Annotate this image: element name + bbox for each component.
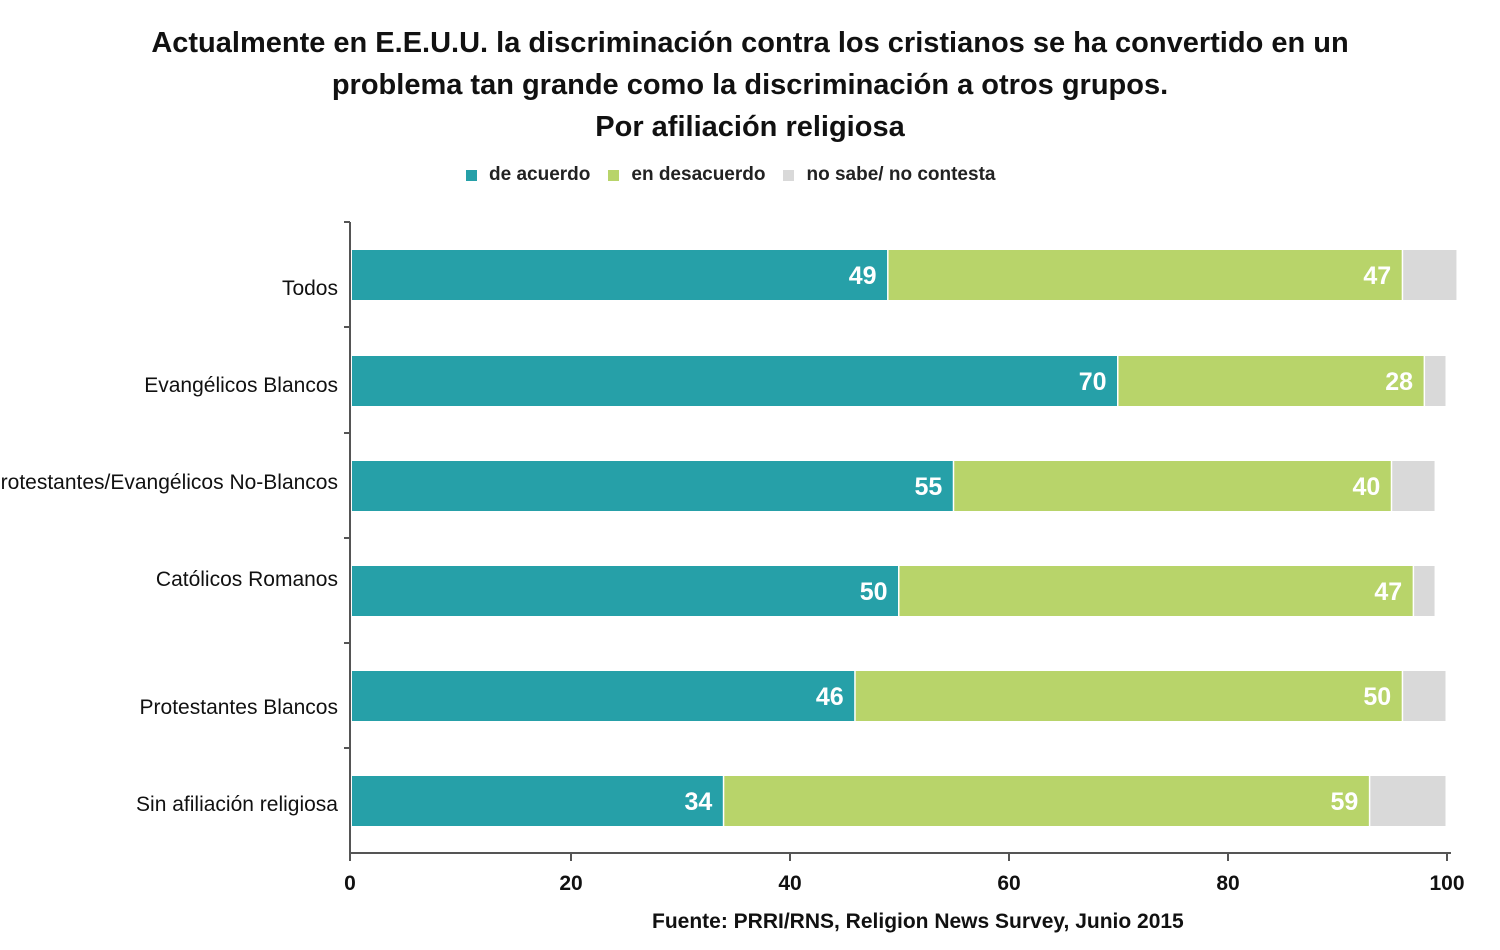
legend-item-disagree: en desacuerdo (608, 164, 765, 186)
title-line-2: problema tan grande como la discriminaci… (331, 69, 1169, 101)
bar-value-label: 49 (849, 262, 877, 290)
bar-agree (352, 461, 953, 511)
source-note: Fuente: PRRI/RNS, Religion News Survey, … (652, 910, 1184, 933)
x-tick-label: 80 (1216, 872, 1239, 895)
bar-value-label: 55 (914, 473, 942, 501)
legend-swatch-agree (466, 169, 477, 181)
legend-label-agree: de acuerdo (489, 164, 591, 185)
bar-dont-know (1403, 671, 1446, 721)
bar-disagree (724, 776, 1369, 826)
bar-dont-know (1370, 776, 1446, 826)
bar-value-label: 28 (1385, 368, 1413, 396)
x-tick-label: 0 (344, 872, 356, 895)
bar-value-label: 59 (1331, 788, 1359, 816)
x-tick-label: 100 (1429, 872, 1464, 895)
bar-disagree (1118, 356, 1424, 406)
bar-value-label: 47 (1363, 262, 1391, 290)
legend-label-disagree: en desacuerdo (631, 164, 766, 185)
bar-disagree (954, 461, 1391, 511)
legend-swatch-dont-know (783, 169, 795, 181)
bar-value-label: 34 (684, 788, 712, 816)
bar-agree (352, 671, 855, 721)
bar-agree (352, 250, 888, 300)
legend-item-dont-know: no sabe/ no contesta (783, 164, 995, 186)
category-label: Protestantes/Evangélicos No-Blancos (0, 471, 338, 494)
bar-agree (352, 776, 723, 826)
bar-chart: 0 20 40 60 80 100 49 47 Todos 70 28 Evangélicos Bla… (0, 221, 1465, 895)
bar-value-label: 50 (860, 578, 888, 606)
bar-dont-know (1414, 566, 1435, 616)
bar-agree (352, 566, 898, 616)
bar-value-label: 40 (1352, 473, 1380, 501)
chart-title: Actualmente en E.E.U.U. la discriminació… (0, 22, 1500, 148)
bar-value-label: 47 (1374, 578, 1402, 606)
x-tick-label: 60 (997, 872, 1020, 895)
category-label: Sin afiliación religiosa (136, 793, 338, 816)
bar-disagree (888, 250, 1402, 300)
bar-value-label: 50 (1363, 683, 1391, 711)
x-tick-label: 40 (778, 872, 801, 895)
legend: de acuerdo en desacuerdo no sabe/ no con… (466, 160, 1013, 190)
category-label: Católicos Romanos (156, 568, 338, 591)
category-label: Todos (282, 277, 338, 300)
title-line-1: Actualmente en E.E.U.U. la discriminació… (151, 27, 1349, 59)
bar-disagree (899, 566, 1413, 616)
bar-dont-know (1392, 461, 1435, 511)
bar-dont-know (1425, 356, 1446, 406)
category-label: Evangélicos Blancos (144, 374, 338, 397)
x-tick-label: 20 (559, 872, 582, 895)
legend-item-agree: de acuerdo (466, 164, 590, 186)
bar-disagree (855, 671, 1402, 721)
bar-value-label: 46 (816, 683, 844, 711)
bar-dont-know (1403, 250, 1457, 300)
legend-label-dont-know: no sabe/ no contesta (806, 164, 996, 185)
title-line-3: Por afiliación religiosa (595, 111, 905, 143)
category-label: Protestantes Blancos (140, 696, 338, 719)
legend-swatch-disagree (608, 169, 620, 181)
bar-value-label: 70 (1079, 368, 1107, 396)
bar-agree (352, 356, 1117, 406)
